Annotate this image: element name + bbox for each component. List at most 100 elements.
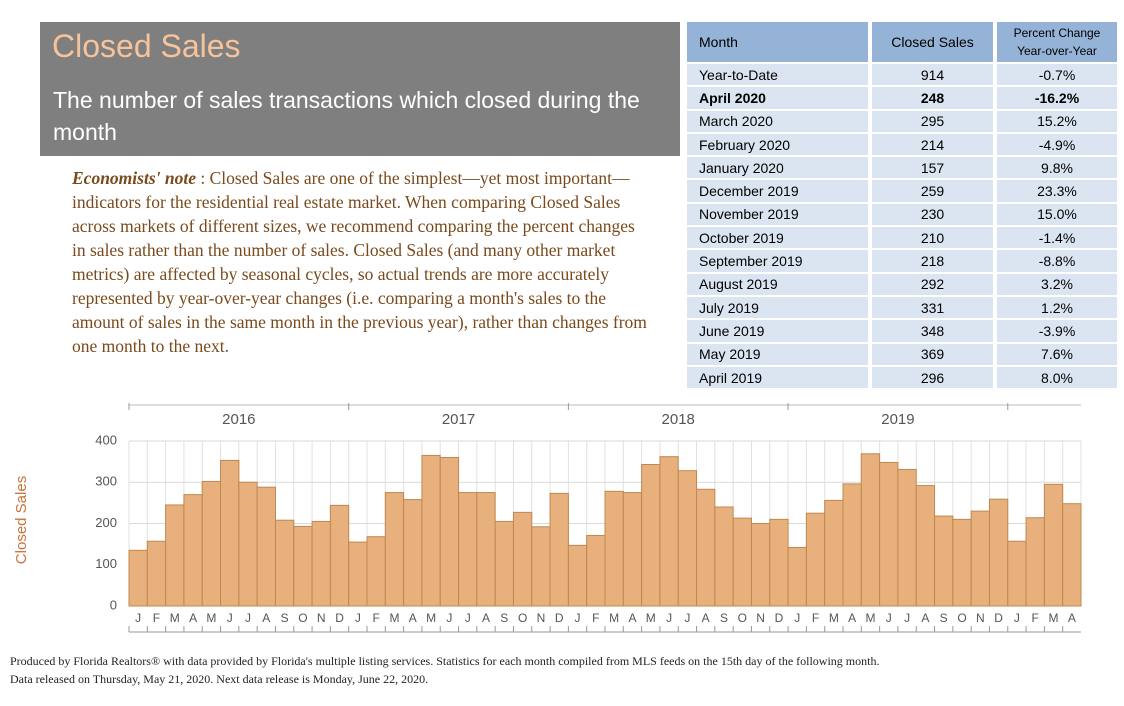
header-cell: Closed Sales bbox=[872, 22, 993, 62]
cell: December 2019 bbox=[687, 180, 868, 202]
x-tick-label: M bbox=[865, 611, 875, 625]
cell: November 2019 bbox=[687, 203, 868, 226]
table-row: June 2019 348 -3.9% bbox=[687, 320, 1117, 342]
cell: -0.7% bbox=[997, 64, 1117, 86]
cell: 15.2% bbox=[997, 110, 1117, 132]
x-tick-label: D bbox=[335, 611, 344, 625]
x-tick-label: F bbox=[812, 611, 819, 625]
cell: March 2020 bbox=[687, 110, 868, 132]
x-tick-label: A bbox=[1068, 611, 1076, 625]
bar bbox=[1043, 483, 1064, 607]
y-tick-label: 400 bbox=[95, 432, 117, 447]
bar bbox=[677, 470, 698, 607]
x-tick-label: M bbox=[646, 611, 656, 625]
x-tick-label: O bbox=[298, 611, 307, 625]
x-tick-label: S bbox=[720, 611, 728, 625]
cell: 295 bbox=[872, 110, 993, 132]
table-row: Year-to-Date 914 -0.7% bbox=[687, 64, 1117, 86]
x-tick-label: J bbox=[575, 611, 581, 625]
bar bbox=[696, 488, 716, 607]
bar bbox=[183, 494, 203, 607]
x-tick-label: A bbox=[482, 611, 490, 625]
x-tick-label: A bbox=[921, 611, 929, 625]
cell: -16.2% bbox=[997, 87, 1117, 109]
subtitle: The number of sales transactions which c… bbox=[53, 87, 640, 145]
table-row: April 2019 296 8.0% bbox=[687, 366, 1117, 389]
bar bbox=[458, 492, 478, 607]
cell: 296 bbox=[872, 366, 993, 389]
header-cell: Month bbox=[687, 22, 868, 62]
cell: 7.6% bbox=[997, 343, 1117, 365]
cell: 1.2% bbox=[997, 296, 1117, 319]
bar bbox=[988, 498, 1009, 607]
bar bbox=[439, 457, 460, 607]
bar bbox=[403, 499, 423, 607]
x-tick-label: A bbox=[409, 611, 417, 625]
bar bbox=[604, 490, 624, 607]
cell: -3.9% bbox=[997, 320, 1117, 342]
x-tick-label: M bbox=[206, 611, 216, 625]
bar bbox=[750, 523, 771, 607]
bar bbox=[769, 518, 789, 607]
x-tick-label: S bbox=[940, 611, 948, 625]
cell: October 2019 bbox=[687, 227, 868, 249]
cell: -8.8% bbox=[997, 250, 1117, 272]
x-tick-label: M bbox=[1049, 611, 1059, 625]
cell: 331 bbox=[872, 296, 993, 319]
bar bbox=[329, 504, 350, 607]
bar bbox=[659, 456, 679, 607]
bar bbox=[586, 534, 606, 607]
x-tick-label: S bbox=[281, 611, 289, 625]
bar bbox=[366, 536, 386, 607]
bar bbox=[805, 512, 826, 607]
footer-line: Produced by Florida Realtors® with data … bbox=[10, 654, 880, 668]
bar bbox=[220, 459, 240, 607]
footer: Produced by Florida Realtors® with data … bbox=[10, 652, 879, 688]
cell: -1.4% bbox=[997, 227, 1117, 249]
cell: Year-to-Date bbox=[687, 64, 868, 86]
bar bbox=[732, 517, 752, 607]
bar bbox=[952, 518, 972, 607]
cell: September 2019 bbox=[687, 250, 868, 272]
x-tick-label: N bbox=[976, 611, 985, 625]
cell: April 2019 bbox=[687, 366, 868, 389]
x-tick-label: J bbox=[684, 611, 690, 625]
cell: June 2019 bbox=[687, 320, 868, 342]
table-row: May 2019 369 7.6% bbox=[687, 343, 1117, 365]
x-tick-label: J bbox=[465, 611, 471, 625]
x-tick-label: J bbox=[904, 611, 910, 625]
cell: 259 bbox=[872, 180, 993, 202]
bar bbox=[165, 504, 185, 607]
bar bbox=[641, 464, 661, 607]
x-tick-label: M bbox=[426, 611, 436, 625]
y-axis-label: Closed Sales bbox=[13, 476, 30, 564]
bar bbox=[201, 480, 222, 607]
bar bbox=[146, 540, 167, 607]
title: Closed Sales bbox=[52, 28, 241, 64]
footer-line: Data released on Thursday, May 21, 2020.… bbox=[10, 672, 429, 686]
x-tick-label: M bbox=[389, 611, 399, 625]
header-cell: Percent Change Year-over-Year bbox=[997, 22, 1117, 62]
bar bbox=[348, 541, 368, 607]
cell: 348 bbox=[872, 320, 993, 342]
note-label: Economists' note bbox=[72, 168, 196, 188]
x-tick-label: J bbox=[245, 611, 251, 625]
note-text: : Closed Sales are one of the simplest—y… bbox=[72, 168, 647, 356]
x-tick-label: J bbox=[886, 611, 892, 625]
bar bbox=[512, 511, 533, 607]
x-tick-label: A bbox=[189, 611, 197, 625]
x-tick-label: N bbox=[537, 611, 546, 625]
x-tick-label: J bbox=[135, 611, 141, 625]
cell: August 2019 bbox=[687, 273, 868, 295]
x-tick-label: D bbox=[994, 611, 1003, 625]
table-row: July 2019 331 1.2% bbox=[687, 296, 1117, 319]
table-row: February 2020 214 -4.9% bbox=[687, 133, 1117, 156]
cell: 15.0% bbox=[997, 203, 1117, 226]
cell: 369 bbox=[872, 343, 993, 365]
bar bbox=[824, 499, 844, 607]
bar bbox=[860, 453, 881, 607]
bar bbox=[934, 515, 954, 607]
cell: 9.8% bbox=[997, 157, 1117, 179]
x-tick-label: A bbox=[262, 611, 270, 625]
